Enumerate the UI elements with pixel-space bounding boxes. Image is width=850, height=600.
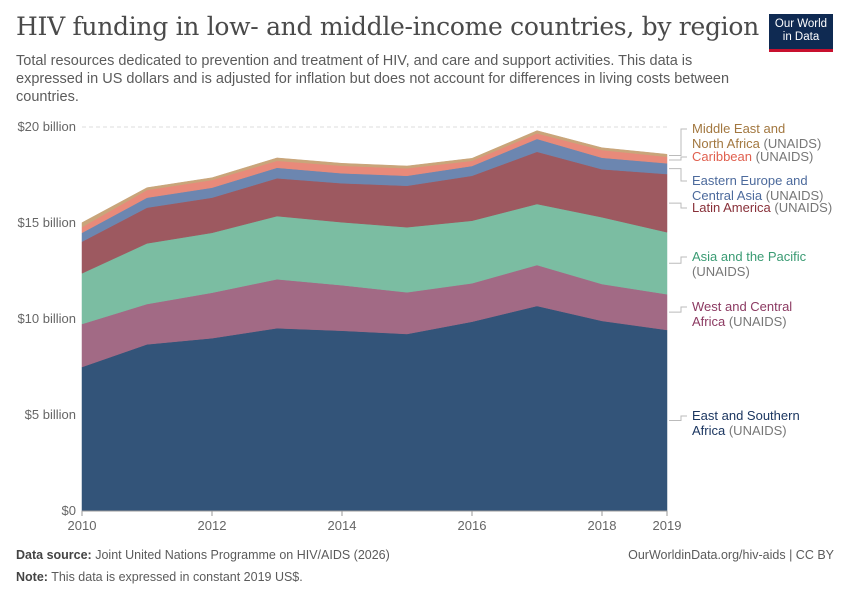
data-source: Data source: Joint United Nations Progra… (16, 548, 390, 562)
legend-connector (669, 128, 687, 157)
legend-connector (669, 256, 687, 264)
note: Note: This data is expressed in constant… (16, 570, 303, 584)
legend-connector (669, 168, 687, 182)
x-tick-label: 2018 (588, 518, 617, 533)
y-tick-label: $20 billion (17, 119, 76, 134)
legend-connector (669, 156, 687, 161)
note-text: This data is expressed in constant 2019 … (51, 570, 303, 584)
legend-label: Africa (UNAIDS) (692, 423, 787, 438)
legend-label: Africa (UNAIDS) (692, 314, 787, 329)
legend-label: Central Asia (UNAIDS) (692, 188, 823, 203)
legend-label: Asia and the Pacific (UNAIDS) (692, 249, 807, 279)
legend-label: North Africa (UNAIDS) (692, 136, 821, 151)
owid-logo[interactable]: Our World in Data (769, 14, 833, 52)
chart-title: HIV funding in low- and middle-income co… (16, 12, 759, 41)
y-tick-label: $10 billion (17, 311, 76, 326)
x-tick-label: 2019 (653, 518, 682, 533)
y-tick-label: $5 billion (25, 407, 76, 422)
y-tick-label: $0 (62, 503, 76, 518)
source-label: Data source: (16, 548, 92, 562)
x-tick-label: 2012 (198, 518, 227, 533)
x-tick-label: 2014 (328, 518, 357, 533)
legend-connector (669, 306, 687, 313)
note-label: Note: (16, 570, 48, 584)
legend-label: East and Southern (692, 408, 800, 423)
legend-label: Latin America (UNAIDS) (692, 200, 832, 215)
source-text[interactable]: Joint United Nations Programme on HIV/AI… (95, 548, 390, 562)
x-tick-label: 2010 (68, 518, 97, 533)
legend-label: Middle East and (692, 121, 785, 136)
source-url[interactable]: OurWorldinData.org/hiv-aids | CC BY (628, 548, 834, 562)
y-tick-label: $15 billion (17, 215, 76, 230)
legend-connector (669, 202, 687, 209)
chart-subtitle: Total resources dedicated to prevention … (16, 53, 730, 105)
legend-label: Caribbean (UNAIDS) (692, 149, 813, 164)
legend-label: West and Central (692, 299, 792, 314)
area-middle-east-and (81, 130, 668, 228)
legend-connector (669, 415, 687, 421)
x-tick-label: 2016 (458, 518, 487, 533)
legend-label: Eastern Europe and (692, 173, 808, 188)
